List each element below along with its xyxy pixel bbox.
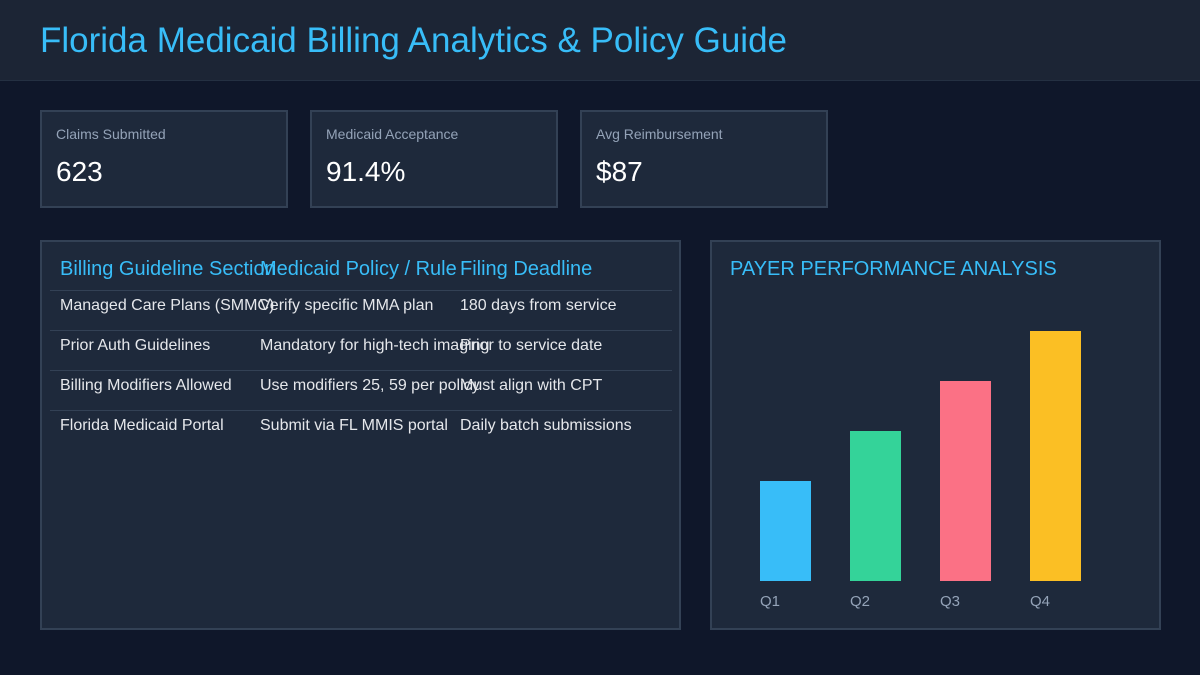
column-header-policy: Medicaid Policy / Rule xyxy=(260,258,457,280)
bar-q3 xyxy=(940,381,991,581)
table-cell: Use modifiers 25, 59 per policy xyxy=(260,377,480,394)
kpi-card-claims-submitted: Claims Submitted 623 xyxy=(40,110,288,208)
table-cell: Prior to service date xyxy=(460,337,603,354)
bar-q1 xyxy=(760,481,811,581)
tick-label-q2: Q2 xyxy=(850,593,870,610)
page-title: Florida Medicaid Billing Analytics & Pol… xyxy=(40,21,787,60)
tick-label-q3: Q3 xyxy=(940,593,960,610)
table-cell: Submit via FL MMIS portal xyxy=(260,417,448,434)
table-cell: 180 days from service xyxy=(460,297,617,314)
table-row: Managed Care Plans (SMMC) Verify specifi… xyxy=(50,290,672,331)
column-header-section: Billing Guideline Section xyxy=(60,258,276,280)
table-cell: Must align with CPT xyxy=(460,377,603,394)
kpi-value: 91.4% xyxy=(326,156,406,187)
table-cell: Florida Medicaid Portal xyxy=(60,417,224,434)
column-header-deadline: Filing Deadline xyxy=(460,258,593,280)
billing-guidelines-table: Billing Guideline Section Medicaid Polic… xyxy=(40,240,681,630)
table-cell: Mandatory for high-tech imaging xyxy=(260,337,490,354)
tick-label-q1: Q1 xyxy=(760,593,780,610)
kpi-label: Medicaid Acceptance xyxy=(326,126,459,142)
kpi-label: Avg Reimbursement xyxy=(596,126,723,142)
table-cell: Prior Auth Guidelines xyxy=(60,337,211,354)
tick-label-q4: Q4 xyxy=(1030,593,1050,610)
table-cell: Daily batch submissions xyxy=(460,417,632,434)
table-cell: Billing Modifiers Allowed xyxy=(60,377,232,394)
header-bar: Florida Medicaid Billing Analytics & Pol… xyxy=(0,0,1200,81)
payer-performance-chart-panel: PAYER PERFORMANCE ANALYSIS Q1 Q2 Q3 Q4 xyxy=(710,240,1161,630)
kpi-card-avg-reimbursement: Avg Reimbursement $87 xyxy=(580,110,828,208)
table-row: Billing Modifiers Allowed Use modifiers … xyxy=(50,370,672,411)
kpi-value: 623 xyxy=(56,156,103,187)
chart-title: PAYER PERFORMANCE ANALYSIS xyxy=(730,258,1057,280)
table-cell: Verify specific MMA plan xyxy=(260,297,434,314)
table-row: Florida Medicaid Portal Submit via FL MM… xyxy=(50,410,672,451)
bar-q2 xyxy=(850,431,901,581)
kpi-card-medicaid-acceptance: Medicaid Acceptance 91.4% xyxy=(310,110,558,208)
table-cell: Managed Care Plans (SMMC) xyxy=(60,297,275,314)
kpi-value: $87 xyxy=(596,156,643,187)
kpi-label: Claims Submitted xyxy=(56,126,166,142)
bar-q4 xyxy=(1030,331,1081,581)
table-row: Prior Auth Guidelines Mandatory for high… xyxy=(50,330,672,371)
bar-chart: Q1 Q2 Q3 Q4 xyxy=(760,331,1081,610)
